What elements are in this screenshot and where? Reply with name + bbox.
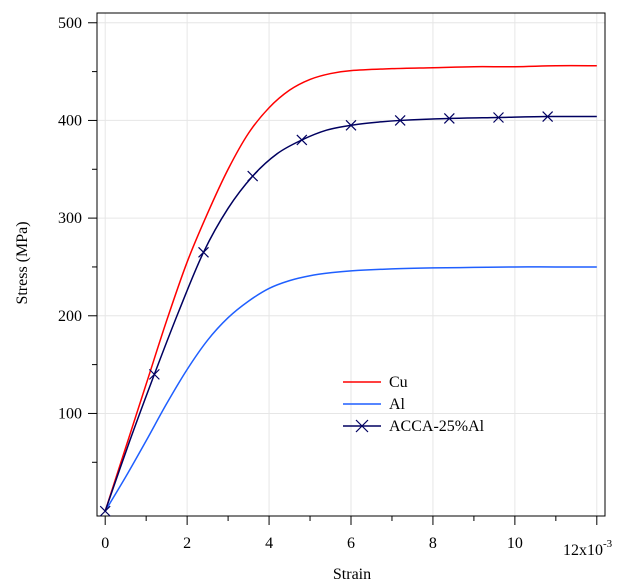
x-tick-label: 10 — [507, 535, 523, 552]
y-tick-label: 100 — [58, 405, 82, 422]
legend: Cu Al ACCA-25%Al — [343, 374, 485, 435]
series-marker-acca-25-al — [296, 134, 308, 146]
x-tick-label: 2 — [183, 535, 191, 552]
y-axis-title: Stress (MPa) — [14, 221, 31, 304]
legend-label: Cu — [389, 374, 408, 391]
y-tick-label: 400 — [58, 112, 82, 129]
series-line-cu — [104, 64, 597, 512]
series-marker-acca-25-al — [443, 113, 455, 124]
series-marker-acca-25-al — [198, 246, 209, 258]
x-axis-multiplier-base: 12x10 — [563, 542, 603, 559]
y-tick-label: 500 — [58, 15, 82, 32]
legend-item-al: Al — [343, 396, 406, 413]
x-tick-label: 4 — [265, 535, 273, 552]
series-marker-acca-25-al — [493, 112, 504, 123]
ticks: 0 2 4 6 8 10 100 200 300 400 500 — [58, 15, 598, 552]
legend-label: Al — [389, 396, 406, 413]
x-axis-title: Strain — [333, 566, 371, 583]
series-marker-acca-25-al — [542, 111, 554, 122]
series-marker-acca-25-al — [247, 170, 259, 182]
legend-item-acca-25-al: ACCA-25%Al — [343, 418, 485, 435]
x-tick-label: 0 — [101, 535, 109, 552]
series-marker-acca-25-al — [99, 505, 111, 517]
series-marker-acca-25-al — [345, 119, 357, 131]
series-layer — [99, 64, 597, 517]
x-axis-multiplier-exponent: -3 — [603, 538, 613, 550]
legend-item-cu: Cu — [343, 374, 408, 391]
y-tick-label: 300 — [58, 210, 82, 227]
series-line-al — [104, 266, 597, 512]
legend-marker — [355, 419, 369, 433]
x-tick-label: 8 — [429, 535, 437, 552]
series-marker-acca-25-al — [148, 368, 160, 380]
legend-label: ACCA-25%Al — [389, 418, 485, 435]
series-marker-acca-25-al — [394, 115, 406, 126]
grid — [97, 13, 605, 516]
x-tick-label: 6 — [347, 535, 355, 552]
x-axis-multiplier: 12x10-3 — [563, 538, 613, 559]
y-tick-label: 200 — [58, 308, 82, 325]
